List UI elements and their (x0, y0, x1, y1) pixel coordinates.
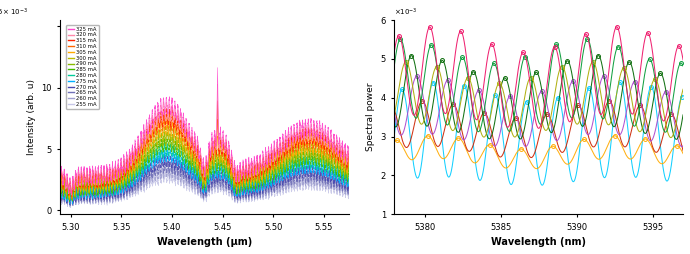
Y-axis label: Intensity (arb. u): Intensity (arb. u) (27, 79, 36, 155)
X-axis label: Wavelength (nm): Wavelength (nm) (491, 237, 586, 247)
Legend: 325 mA, 320 mA, 315 mA, 310 mA, 305 mA, 300 mA, 290 mA, 285 mA, 280 mA, 275 mA, : 325 mA, 320 mA, 315 mA, 310 mA, 305 mA, … (66, 25, 99, 109)
X-axis label: Wavelength (μm): Wavelength (μm) (157, 237, 253, 247)
Text: $\times10^{-3}$: $\times10^{-3}$ (394, 7, 418, 18)
Y-axis label: Spectral power: Spectral power (366, 83, 375, 151)
Text: $5\times10^{-3}$: $5\times10^{-3}$ (0, 7, 28, 18)
